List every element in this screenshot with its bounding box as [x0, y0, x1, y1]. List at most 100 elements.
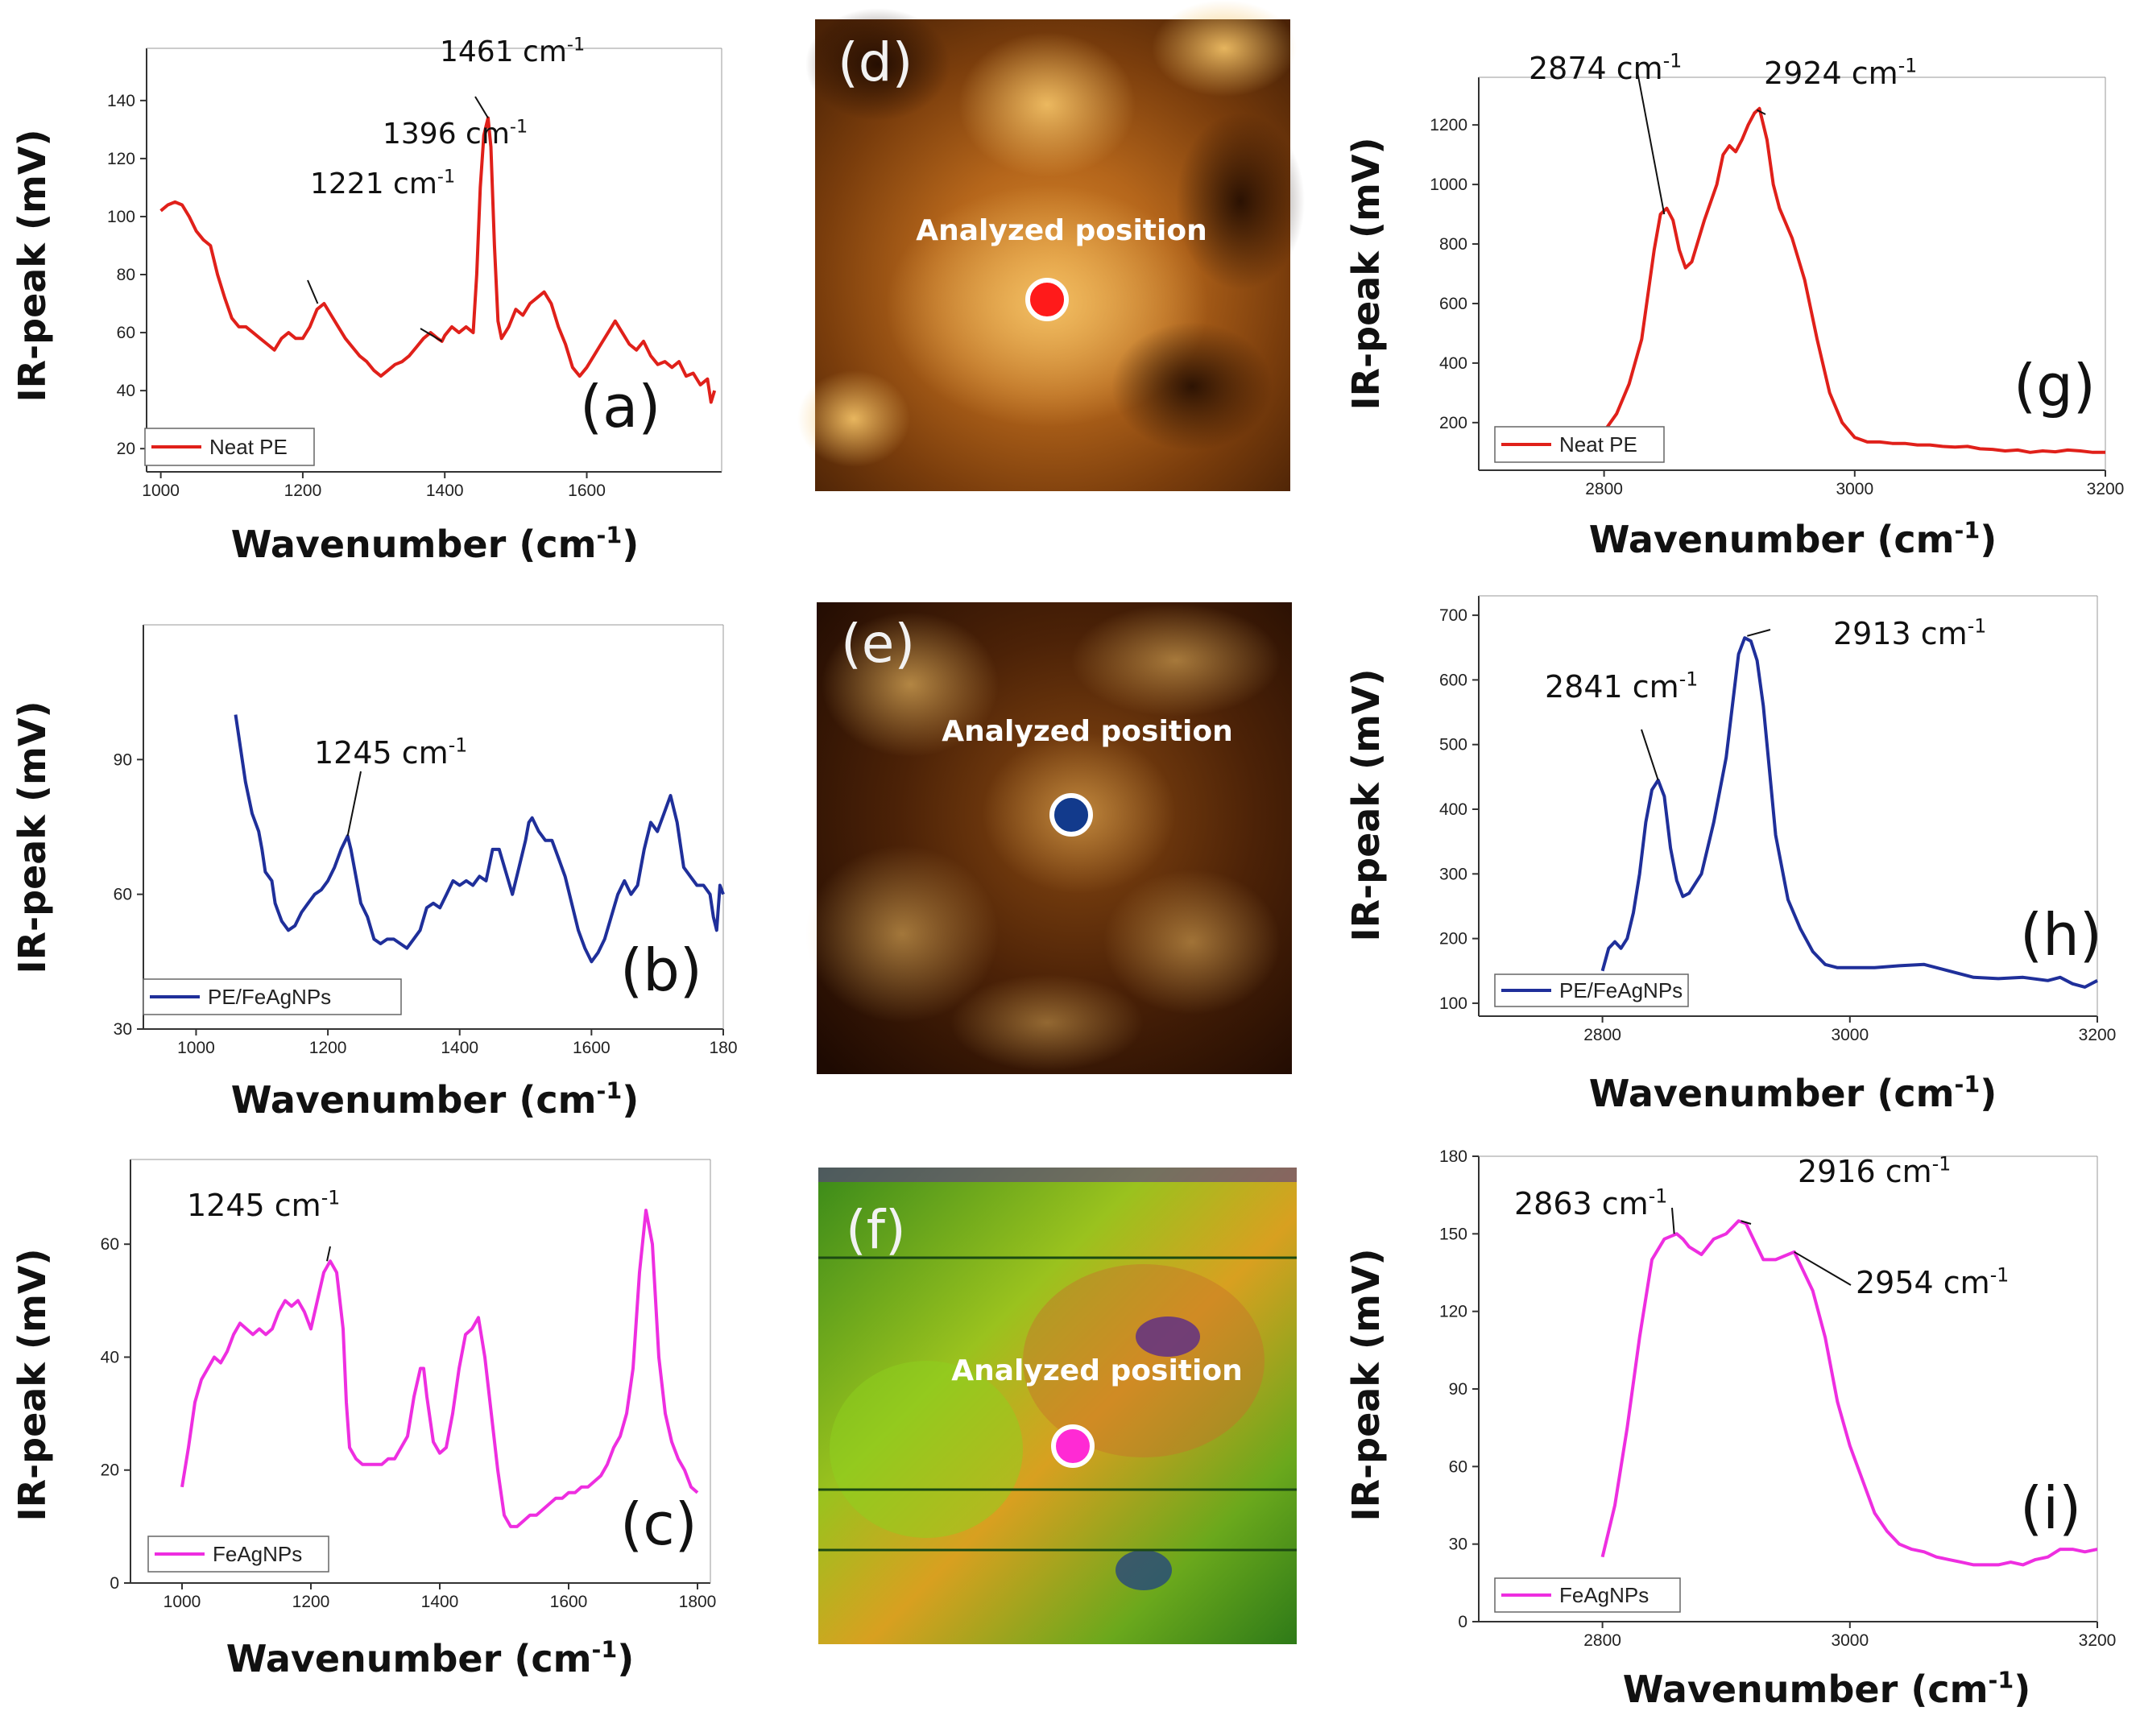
panel-letter: (c)	[620, 1490, 697, 1558]
panel-letter: (h)	[2020, 901, 2102, 969]
y-tick-label: 500	[1439, 736, 1467, 754]
x-axis-title-main: Wavenumber (cm	[231, 523, 597, 566]
legend-label: FeAgNPs	[213, 1542, 302, 1566]
chart-c: 1000 1200 1400 1600 1800 0 20 40 60 Wavenumber (c…	[10, 1159, 716, 1680]
y-tick-label: 300	[1439, 865, 1467, 883]
series-line-feagnps	[1600, 1219, 2098, 1567]
y-tick-label: 80	[117, 266, 135, 284]
peak-label-sup: -1	[1932, 1153, 1951, 1176]
peak-label-sup: -1	[1968, 615, 1986, 638]
y-tick-label: 200	[1439, 414, 1467, 432]
legend-label: Neat PE	[1559, 432, 1637, 457]
y-tick-label: 140	[107, 92, 135, 110]
peak-label-main: 2924 cm	[1764, 56, 1898, 91]
y-tick-label: 1200	[1430, 116, 1467, 134]
y-axis-title: IR-peak (mV)	[1344, 138, 1388, 411]
x-axis-title: Wavenumber (cm-1)	[226, 1637, 635, 1680]
peak-label-main: 2874 cm	[1529, 51, 1663, 86]
y-tick-label: 400	[1439, 800, 1467, 819]
x-axis-title: Wavenumber (cm-1)	[1589, 1072, 1997, 1115]
y-tick-label: 90	[114, 750, 132, 769]
peak-leader-line	[1756, 109, 1766, 115]
legend-label: PE/FeAgNPs	[208, 985, 331, 1009]
legend-label: Neat PE	[209, 435, 288, 459]
peak-label-sup: -1	[1679, 668, 1698, 691]
peak-label: 2954 cm-1	[1856, 1264, 2009, 1300]
chart-a: 1000 1200 1400 1600 20 40 60 80 100 120 140 Wavenum…	[10, 34, 722, 566]
afm-image-e: (e) Analyzed position	[805, 602, 1292, 1074]
x-tick-label: 3000	[1831, 1026, 1869, 1044]
x-axis-title: Wavenumber (cm-1)	[231, 523, 640, 566]
x-tick-label: 1400	[421, 1593, 459, 1611]
peak-label-sup: -1	[437, 166, 455, 187]
x-tick-label: 3200	[2079, 1026, 2117, 1044]
peak-label-sup: -1	[1898, 55, 1917, 77]
afm-image-f: (f) Analyzed position	[818, 1168, 1297, 1644]
x-tick-label: 1400	[441, 1039, 478, 1057]
y-tick-label: 60	[117, 324, 135, 342]
series-line-feagnps	[180, 1209, 699, 1528]
chart-g: 2800 3000 3200 200 400 600 800 1000 1200 Wavenumb…	[1344, 50, 2124, 561]
legend-box	[1494, 973, 1689, 1007]
x-tick-label: 1200	[292, 1593, 330, 1611]
x-tick-label: 3000	[1831, 1631, 1869, 1650]
x-tick-label: 3200	[2079, 1631, 2117, 1650]
x-axis-title-sup: -1	[592, 1637, 618, 1664]
y-axis-title: IR-peak (mV)	[1344, 669, 1388, 942]
y-tick-label: 400	[1439, 354, 1467, 373]
x-axis-title: Wavenumber (cm-1)	[1589, 518, 1997, 561]
x-tick-label: 1000	[142, 482, 180, 500]
peak-label: 2874 cm-1	[1529, 50, 1682, 86]
x-axis-title-main: Wavenumber (cm	[1589, 1072, 1955, 1115]
y-axis-title: IR-peak (mV)	[10, 701, 54, 974]
peak-leader-line	[420, 328, 443, 342]
y-tick-label: 100	[107, 208, 135, 226]
peak-label: 1461 cm-1	[440, 34, 585, 68]
x-axis-title-sup: -1	[1989, 1668, 2014, 1694]
analyzed-position-marker-e	[1049, 793, 1093, 837]
y-axis-title: IR-peak (mV)	[10, 1249, 54, 1522]
y-tick-label: 180	[1439, 1147, 1467, 1166]
peak-label-sup: -1	[1663, 50, 1682, 72]
peak-label-main: 2954 cm	[1856, 1265, 1990, 1300]
peak-label-sup: -1	[567, 34, 585, 55]
peak-label: 2841 cm-1	[1545, 668, 1698, 705]
y-tick-label: 30	[114, 1020, 132, 1039]
peak-label: 2863 cm-1	[1514, 1185, 1667, 1221]
x-tick-label: 2800	[1583, 1026, 1621, 1044]
x-axis-title-sup: -1	[597, 1078, 623, 1105]
x-axis-title: Wavenumber (cm-1)	[1623, 1668, 2031, 1711]
image-e-caption: Analyzed position	[942, 715, 1232, 748]
peak-label-main: 1396 cm	[383, 118, 510, 151]
x-axis-title-tail: )	[1980, 1072, 1997, 1115]
image-f-caption: Analyzed position	[951, 1354, 1242, 1387]
x-tick-label: 2800	[1585, 480, 1623, 498]
y-tick-label: 600	[1439, 671, 1467, 689]
x-axis-title-tail: )	[1980, 518, 1997, 561]
legend-label: FeAgNPs	[1559, 1583, 1649, 1607]
peak-label-sup: -1	[321, 1187, 340, 1209]
y-tick-label: 20	[101, 1461, 119, 1480]
x-tick-label: 1200	[309, 1039, 347, 1057]
panel-letter: (g)	[2014, 352, 2096, 420]
x-axis-title-main: Wavenumber (cm	[1589, 518, 1955, 561]
x-axis-title-tail: )	[2014, 1668, 2030, 1711]
y-tick-label: 120	[1439, 1303, 1467, 1321]
peak-leader-line	[346, 771, 362, 837]
peak-label-sup: -1	[1990, 1264, 2009, 1287]
peak-leader-line	[326, 1246, 331, 1262]
peak-label: 2913 cm-1	[1833, 615, 1986, 651]
y-tick-label: 800	[1439, 235, 1467, 254]
y-tick-label: 700	[1439, 606, 1467, 625]
y-tick-label: 60	[114, 886, 132, 904]
peak-leader-line	[307, 279, 319, 304]
x-tick-label: 2800	[1583, 1631, 1621, 1650]
peak-label-main: 2916 cm	[1798, 1154, 1932, 1189]
x-axis-title-tail: )	[617, 1637, 634, 1680]
y-tick-label: 30	[1449, 1536, 1467, 1554]
x-tick-label: 1800	[679, 1593, 717, 1611]
peak-leader-line	[1741, 1220, 1752, 1225]
x-tick-label: 1600	[550, 1593, 588, 1611]
y-tick-label: 0	[1458, 1613, 1467, 1631]
